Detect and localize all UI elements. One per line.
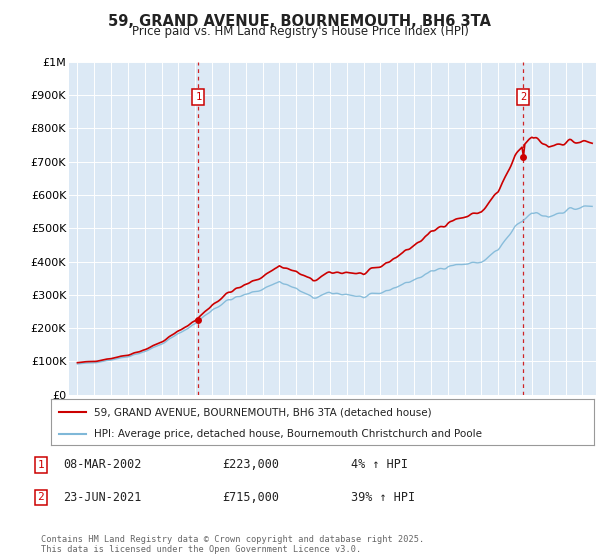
Text: 39% ↑ HPI: 39% ↑ HPI bbox=[351, 491, 415, 504]
Text: Contains HM Land Registry data © Crown copyright and database right 2025.
This d: Contains HM Land Registry data © Crown c… bbox=[41, 535, 424, 554]
Text: 4% ↑ HPI: 4% ↑ HPI bbox=[351, 458, 408, 472]
Text: 59, GRAND AVENUE, BOURNEMOUTH, BH6 3TA: 59, GRAND AVENUE, BOURNEMOUTH, BH6 3TA bbox=[109, 14, 491, 29]
Text: £715,000: £715,000 bbox=[222, 491, 279, 504]
Text: 08-MAR-2002: 08-MAR-2002 bbox=[63, 458, 142, 472]
Text: Price paid vs. HM Land Registry's House Price Index (HPI): Price paid vs. HM Land Registry's House … bbox=[131, 25, 469, 38]
Text: 59, GRAND AVENUE, BOURNEMOUTH, BH6 3TA (detached house): 59, GRAND AVENUE, BOURNEMOUTH, BH6 3TA (… bbox=[94, 407, 432, 417]
Text: 1: 1 bbox=[37, 460, 44, 470]
Text: 2: 2 bbox=[37, 492, 44, 502]
Text: HPI: Average price, detached house, Bournemouth Christchurch and Poole: HPI: Average price, detached house, Bour… bbox=[94, 429, 482, 438]
Text: 23-JUN-2021: 23-JUN-2021 bbox=[63, 491, 142, 504]
Text: 2: 2 bbox=[520, 92, 526, 101]
Text: £223,000: £223,000 bbox=[222, 458, 279, 472]
Text: 1: 1 bbox=[196, 92, 202, 101]
